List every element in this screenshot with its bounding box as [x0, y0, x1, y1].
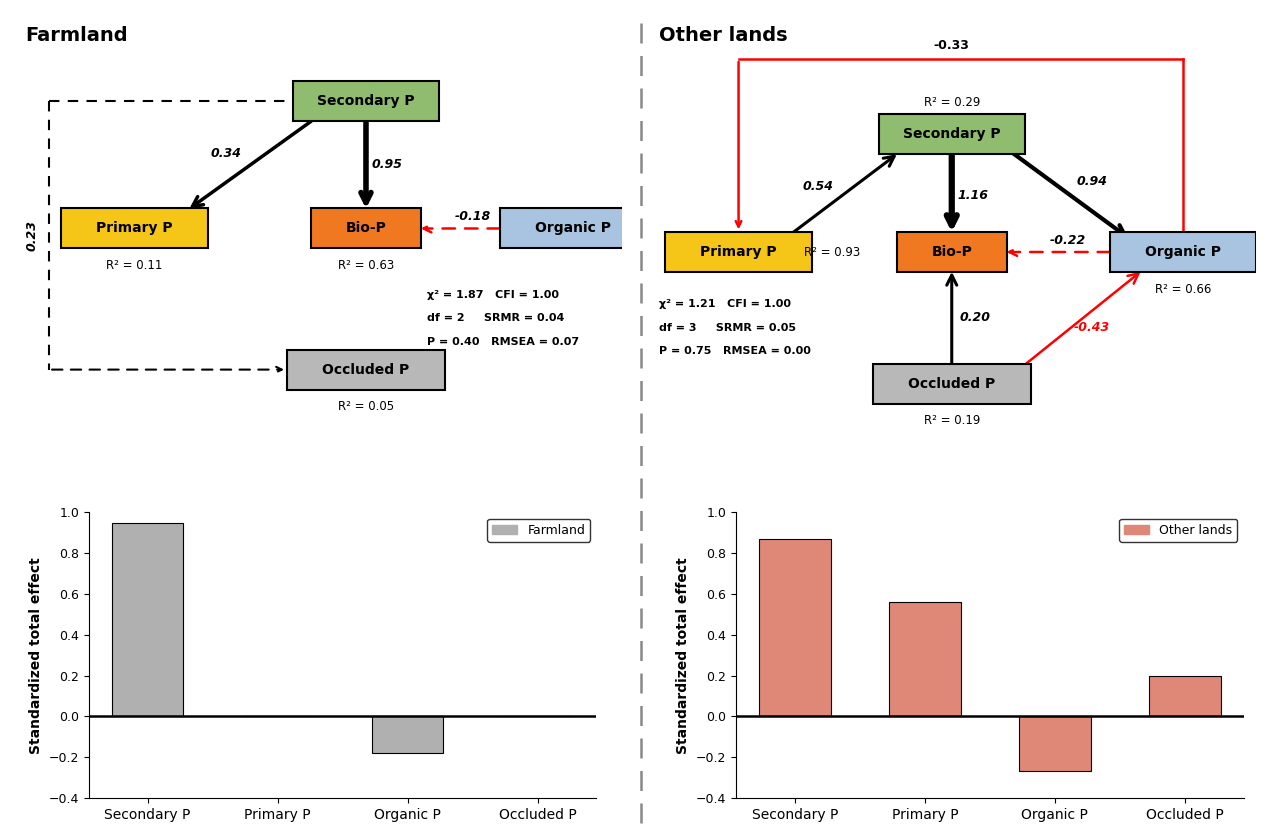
- Text: df = 2     SRMR = 0.04: df = 2 SRMR = 0.04: [426, 313, 565, 323]
- FancyBboxPatch shape: [878, 114, 1025, 155]
- FancyBboxPatch shape: [665, 232, 812, 272]
- FancyArrowPatch shape: [947, 155, 957, 225]
- Text: Secondary P: Secondary P: [317, 94, 415, 108]
- Text: Primary P: Primary P: [96, 222, 173, 235]
- Text: Organic P: Organic P: [1145, 245, 1221, 259]
- Text: Bio-P: Bio-P: [345, 222, 387, 235]
- Text: R² = 0.11: R² = 0.11: [107, 259, 162, 272]
- FancyArrowPatch shape: [1009, 248, 1110, 256]
- FancyArrowPatch shape: [360, 121, 371, 202]
- Text: R² = 0.66: R² = 0.66: [1155, 282, 1212, 296]
- FancyBboxPatch shape: [873, 364, 1030, 404]
- FancyArrowPatch shape: [793, 156, 895, 232]
- Y-axis label: Standardized total effect: Standardized total effect: [29, 557, 43, 753]
- FancyBboxPatch shape: [287, 349, 445, 390]
- Bar: [1148, 675, 1221, 717]
- Text: -0.33: -0.33: [934, 39, 970, 51]
- FancyArrowPatch shape: [193, 121, 311, 207]
- Text: 0.94: 0.94: [1076, 175, 1108, 188]
- FancyBboxPatch shape: [311, 208, 421, 249]
- Text: P = 0.75   RMSEA = 0.00: P = 0.75 RMSEA = 0.00: [660, 346, 811, 356]
- Y-axis label: Standardized total effect: Standardized total effect: [676, 557, 690, 753]
- Text: 0.20: 0.20: [959, 312, 990, 324]
- Text: -0.18: -0.18: [454, 210, 491, 223]
- Text: χ² = 1.21   CFI = 1.00: χ² = 1.21 CFI = 1.00: [660, 299, 792, 309]
- FancyBboxPatch shape: [1110, 232, 1256, 272]
- Bar: [112, 522, 184, 717]
- Text: Secondary P: Secondary P: [904, 128, 1000, 141]
- FancyBboxPatch shape: [897, 232, 1006, 272]
- FancyBboxPatch shape: [293, 81, 439, 122]
- Text: R² = 0.29: R² = 0.29: [924, 96, 980, 108]
- Text: 0.54: 0.54: [802, 180, 834, 192]
- FancyArrowPatch shape: [1006, 149, 1124, 235]
- Text: Occluded P: Occluded P: [322, 363, 410, 376]
- FancyArrowPatch shape: [947, 276, 957, 364]
- Text: R² = 0.63: R² = 0.63: [338, 259, 395, 272]
- Text: -0.43: -0.43: [1074, 321, 1110, 333]
- FancyBboxPatch shape: [61, 208, 208, 249]
- Text: -0.22: -0.22: [1049, 234, 1085, 247]
- Text: Other lands: Other lands: [660, 26, 788, 45]
- FancyBboxPatch shape: [500, 208, 646, 249]
- Text: Bio-P: Bio-P: [931, 245, 972, 259]
- Text: R² = 0.93: R² = 0.93: [805, 245, 860, 259]
- Bar: [1019, 717, 1090, 771]
- Legend: Other lands: Other lands: [1119, 518, 1237, 542]
- Text: 0.23: 0.23: [25, 220, 38, 251]
- Text: R² = 0.19: R² = 0.19: [924, 414, 980, 428]
- Text: R² = 0.05: R² = 0.05: [338, 400, 395, 413]
- FancyArrowPatch shape: [1019, 274, 1138, 370]
- Text: df = 3     SRMR = 0.05: df = 3 SRMR = 0.05: [660, 323, 797, 333]
- Text: 0.95: 0.95: [372, 159, 402, 171]
- Text: Occluded P: Occluded P: [909, 376, 995, 391]
- Text: 0.34: 0.34: [211, 147, 241, 160]
- Text: χ² = 1.87   CFI = 1.00: χ² = 1.87 CFI = 1.00: [426, 290, 558, 300]
- Text: Primary P: Primary P: [700, 245, 777, 259]
- Bar: [759, 539, 831, 717]
- FancyArrowPatch shape: [424, 224, 500, 233]
- Text: Farmland: Farmland: [25, 26, 127, 45]
- Text: 1.16: 1.16: [958, 189, 989, 202]
- Text: P = 0.40   RMSEA = 0.07: P = 0.40 RMSEA = 0.07: [426, 337, 579, 347]
- Text: Organic P: Organic P: [536, 222, 612, 235]
- Bar: [372, 717, 443, 753]
- Legend: Farmland: Farmland: [487, 518, 590, 542]
- Bar: [890, 602, 961, 717]
